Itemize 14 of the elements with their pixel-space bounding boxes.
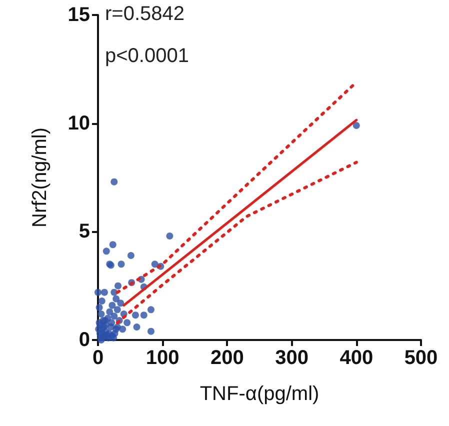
y-tick-label: 5 xyxy=(78,220,90,243)
x-tick-label: 100 xyxy=(146,347,180,369)
annotation: p<0.0001 xyxy=(105,45,189,67)
annotation: r=0.5842 xyxy=(105,3,185,25)
x-tick-label: 500 xyxy=(404,347,438,369)
y-tick-label: 15 xyxy=(68,4,90,26)
x-tick-label: 400 xyxy=(340,347,374,369)
y-tick-label: 10 xyxy=(68,112,90,134)
x-tick-label: 200 xyxy=(210,347,244,369)
x-tick-label: 0 xyxy=(92,347,104,369)
y-tick-label: 0 xyxy=(78,329,90,351)
x-tick-label: 300 xyxy=(275,347,308,369)
y-axis-title: Nrf2(ng/ml) xyxy=(29,127,51,228)
x-axis-title: TNF-α(pg/ml) xyxy=(200,383,320,405)
